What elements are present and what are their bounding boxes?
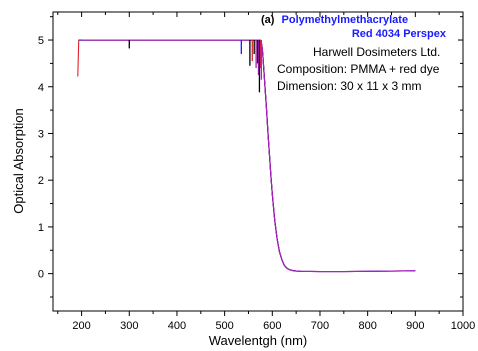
annotation-title-line2: Red 4034 Perspex xyxy=(352,28,447,40)
y-axis-label: Optical Absorption xyxy=(11,108,26,214)
x-tick-label: 200 xyxy=(72,320,90,332)
y-tick-label: 3 xyxy=(38,128,44,140)
annotation-line-manufacturer: Harwell Dosimeters Ltd. xyxy=(313,45,440,59)
plot-frame xyxy=(52,11,464,312)
y-tick-label: 2 xyxy=(38,175,44,187)
y-tick-label: 0 xyxy=(38,269,44,281)
y-tick-label: 4 xyxy=(38,82,44,94)
annotation-prefix: (a) xyxy=(261,14,275,26)
annotation-line-composition: Composition: PMMA + red dye xyxy=(277,62,440,76)
y-axis-ticks: 0 1 2 3 4 5 xyxy=(38,16,463,298)
annotation-line-dimension: Dimension: 30 x 11 x 3 mm xyxy=(277,79,422,93)
x-tick-label: 300 xyxy=(120,320,138,332)
x-tick-label: 900 xyxy=(406,320,424,332)
svg-text:(a) Polymethylmethacryla: (a) Polymethylmethacrylate xyxy=(261,14,408,26)
x-axis-label: Wavelentgh (nm) xyxy=(209,333,308,348)
x-tick-label: 500 xyxy=(215,320,233,332)
x-tick-label: 600 xyxy=(263,320,281,332)
chart-annotation: (a) Polymethylmethacrylate Red 4034 Pers… xyxy=(261,14,447,93)
annotation-title-line1: Polymethylmethacrylate xyxy=(282,14,409,26)
x-tick-label: 400 xyxy=(168,320,186,332)
x-tick-label: 700 xyxy=(311,320,329,332)
noise-spike-layer xyxy=(128,40,262,93)
series-layer xyxy=(77,39,416,273)
x-tick-label: 800 xyxy=(358,320,376,332)
x-tick-label: 1000 xyxy=(451,320,475,332)
series-line-3 xyxy=(81,39,416,273)
x-axis-ticks: 200 300 400 500 600 700 800 900 1000 xyxy=(57,12,475,332)
y-tick-label: 1 xyxy=(38,222,44,234)
y-tick-label: 5 xyxy=(38,35,44,47)
